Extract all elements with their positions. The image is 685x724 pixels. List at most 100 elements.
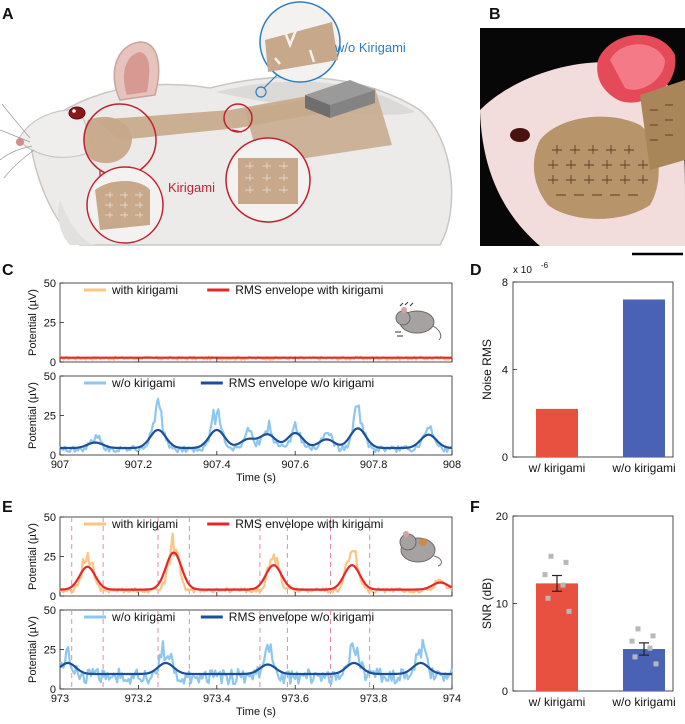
legend: with kirigami RMS envelope with kirigami <box>84 283 383 297</box>
y-tick-label: 50 <box>44 605 56 617</box>
sample-point <box>545 595 551 601</box>
x-tick-label: 974 <box>443 693 461 705</box>
rat-paw <box>58 200 95 245</box>
panel-letter: C <box>2 262 14 279</box>
photo-kirigami-patch <box>533 116 659 219</box>
raw-signal-line <box>59 638 454 686</box>
panel-letter: E <box>2 499 13 516</box>
sample-point <box>653 661 659 667</box>
without-kirigami-label: w/o Kirigami <box>334 40 406 55</box>
bar-without-kirigami <box>623 299 665 457</box>
panel-f: Fw/ kirigami w/o kirigami 0 10 20 SNR (dB) <box>470 499 676 709</box>
x-tick-label: 973.6 <box>281 693 309 705</box>
x-tick-label: 907.2 <box>125 459 153 471</box>
rat-nose <box>16 138 24 146</box>
strip-patch-crack <box>274 29 316 65</box>
panel-letter: D <box>470 262 482 279</box>
y-tick-label: 50 <box>44 512 56 524</box>
x-tick-label: 907.8 <box>360 459 388 471</box>
sample-point <box>629 638 635 644</box>
y-tick-label: 25 <box>44 411 56 423</box>
legend-label-envelope: RMS envelope with kirigami <box>235 517 383 531</box>
legend-label-raw: with kirigami <box>111 517 178 531</box>
x-tick-label: w/ kirigami <box>528 695 586 709</box>
sample-point <box>635 626 641 632</box>
y-tick-label: 10 <box>496 599 508 611</box>
x-axis-label: Time (s) <box>236 472 276 484</box>
electrode-strip <box>95 92 340 140</box>
y-tick-label: 0 <box>502 452 508 464</box>
legend-label-envelope: RMS envelope with kirigami <box>235 283 383 297</box>
legend: with kirigami RMS envelope with kirigami <box>84 517 383 531</box>
x-tick-label: 973.4 <box>203 693 231 705</box>
face-kirigami-patch <box>95 181 150 230</box>
sample-point <box>542 572 548 578</box>
bar-with-kirigami <box>536 408 578 457</box>
rat-illustration <box>0 41 453 246</box>
x-tick-label: 907.6 <box>281 459 309 471</box>
rms-envelope-line <box>59 551 453 591</box>
y-tick-label: 50 <box>44 371 56 383</box>
panel-letter-a: A <box>2 6 14 23</box>
sample-point <box>647 645 653 651</box>
rat-eye-glint <box>72 109 76 113</box>
bar-with-kirigami <box>536 583 578 691</box>
y-axis-label: Potential (µV) <box>27 523 39 590</box>
kirigami-label: Kirigami <box>168 180 215 195</box>
y-axis-label: Potential (µV) <box>27 289 39 356</box>
sample-point <box>560 582 566 588</box>
x-tick-label: w/o kirigami <box>611 695 675 709</box>
y-axis-label: Noise RMS <box>480 339 494 400</box>
strip-magnifier-ring <box>255 86 267 98</box>
y-tick-label: 25 <box>44 318 56 330</box>
y-tick-label: 0 <box>50 450 56 462</box>
photo-ear-inner <box>610 44 665 90</box>
y-axis-label: Potential (µV) <box>27 382 39 449</box>
plot-frame <box>59 516 453 597</box>
y-axis-label: SNR (dB) <box>480 578 494 629</box>
rat-icon-c <box>395 301 442 341</box>
sample-point <box>632 654 638 660</box>
rat-eating-icon-e <box>399 531 442 567</box>
legend-label-raw: w/o kirigami <box>111 376 175 390</box>
x-tick-label: 907 <box>51 459 69 471</box>
y-tick-label: 25 <box>44 645 56 657</box>
x-tick-label: 908 <box>443 459 461 471</box>
kirigami-callout: Kirigami <box>83 103 311 244</box>
sample-point <box>548 553 554 559</box>
y-tick-label: 0 <box>50 357 56 369</box>
y-axis-label: Potential (µV) <box>27 616 39 683</box>
rms-envelope-line <box>59 661 452 676</box>
y-tick-label: 0 <box>50 591 56 603</box>
y-tick-label: 50 <box>44 278 56 290</box>
sample-point <box>566 608 572 614</box>
strip-patch-plain <box>265 22 338 72</box>
rat-eye <box>68 106 86 120</box>
x-tick-label: w/ kirigami <box>528 461 586 475</box>
axis-exponent: x 10 <box>513 265 532 276</box>
panel-c: C 0 25 50 Potential (µV) with kirigami RMS env… <box>2 262 461 484</box>
panel-letter-b: B <box>489 6 501 23</box>
legend: w/o kirigami RMS envelope w/o kirigami <box>84 376 374 390</box>
legend-label-envelope: RMS envelope w/o kirigami <box>229 376 374 390</box>
x-tick-label: 973 <box>51 693 69 705</box>
photo-kirigami-back <box>640 80 685 170</box>
x-axis-label: Time (s) <box>236 706 276 718</box>
whiskers <box>0 103 35 179</box>
face-electrode-pad <box>83 116 132 164</box>
y-tick-label: 4 <box>502 365 508 377</box>
axis-exponent-power: -6 <box>541 261 549 270</box>
recording-device <box>305 80 375 118</box>
subplot-1: 0 25 50 Potential (µV) with kirigami RMS enve… <box>27 278 453 369</box>
y-tick-label: 20 <box>496 511 508 523</box>
legend-label-raw: with kirigami <box>111 283 178 297</box>
rat-ear-inner <box>123 52 150 95</box>
y-tick-label: 8 <box>502 277 508 289</box>
panel-e: E 0 25 50 Potential (µV) with kirigami RMS env… <box>2 499 461 718</box>
y-tick-label: 0 <box>502 686 508 698</box>
body-magnifier-ring <box>223 103 253 133</box>
subplot-1: 0 25 50 Potential (µV) with kirigami RMS enve… <box>27 512 453 603</box>
legend: w/o kirigami RMS envelope w/o kirigami <box>84 610 374 624</box>
x-tick-label: 973.8 <box>360 693 388 705</box>
